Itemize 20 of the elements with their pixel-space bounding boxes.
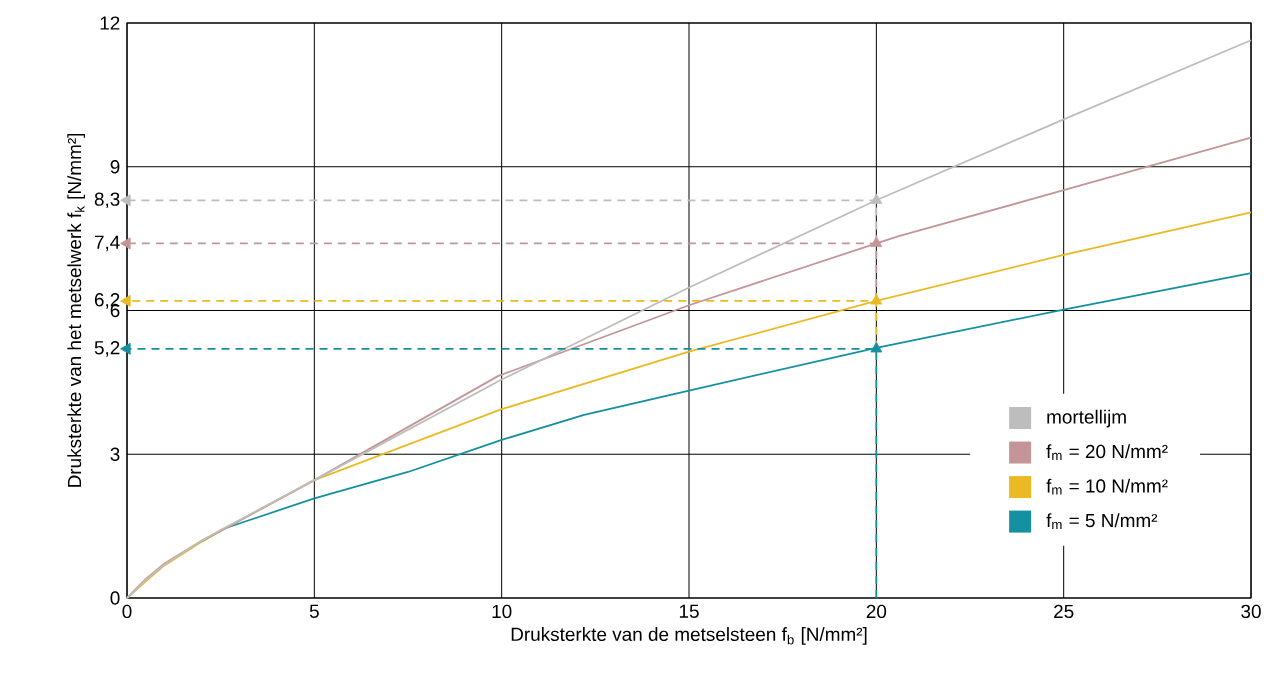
legend-label: f$_{m}$ = 20 N/mm² [1046,444,1168,460]
y-tick-label: 5,2 [94,341,120,357]
x-tick-label: 30 [1241,604,1261,619]
legend-label: mortellijm [1047,409,1126,428]
x-tick-label: 25 [1054,604,1074,619]
y-tick-label: 12 [100,16,120,30]
y-tick-label: 7,4 [94,235,120,252]
legend-label: f$_{m}$ = 5 N/mm² [1046,513,1158,530]
x-tick-label: 5 [309,604,319,618]
x-tick-label: 15 [679,604,699,618]
y-tick-label: 8,3 [94,192,120,209]
x-tick-label: 20 [866,604,887,619]
x-tick-label: 0 [122,604,132,619]
y-tick-label: 3 [110,447,120,461]
y-axis-title: Druksterkte van het metselwerk f$_{k}$ [N/mm²] [67,133,85,487]
x-tick-label: 10 [492,604,512,619]
legend-label: f$_{m}$ = 10 N/mm² [1046,478,1168,495]
y-tick-label: 9 [110,160,120,174]
y-tick-label: 0 [110,591,120,605]
x-axis-title: Druksterkte van de metselsteen f$_{b}$ [N/mm²] [511,627,867,645]
